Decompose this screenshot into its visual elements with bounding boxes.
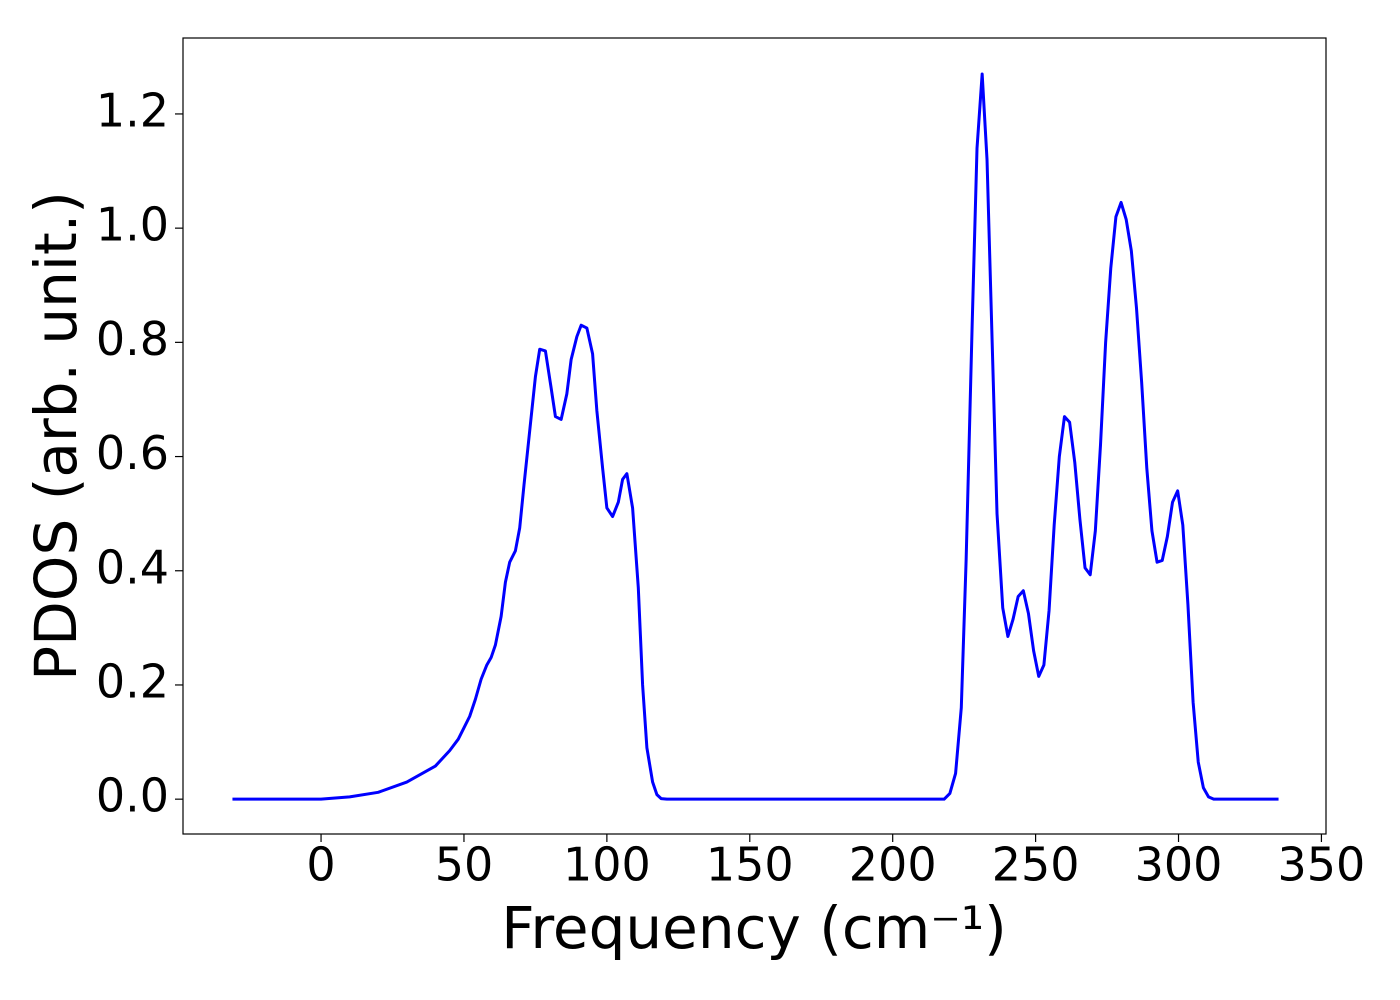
data-line — [232, 72, 1279, 801]
y-tick-label: 1.2 — [96, 83, 169, 137]
x-tick-label: 50 — [435, 838, 494, 892]
x-tick-label: 350 — [1278, 838, 1366, 892]
y-tick-label: 0.4 — [96, 540, 169, 594]
x-tick-label: 250 — [992, 838, 1080, 892]
x-tick-label: 200 — [849, 838, 937, 892]
y-tick-label: 0.0 — [96, 769, 169, 823]
x-axis-label: Frequency (cm⁻¹) — [501, 894, 1007, 962]
x-tick-label: 150 — [706, 838, 794, 892]
plot-frame — [182, 37, 1327, 835]
x-tick-label: 100 — [563, 838, 651, 892]
x-tick-label: 0 — [306, 838, 335, 892]
x-tick-label: 300 — [1135, 838, 1223, 892]
y-tick-label: 0.8 — [96, 312, 169, 366]
y-tick-label: 0.6 — [96, 426, 169, 480]
y-tick-label: 1.0 — [96, 198, 169, 252]
y-tick-label: 0.2 — [96, 654, 169, 708]
y-axis-label: PDOS (arb. unit.) — [22, 191, 90, 681]
